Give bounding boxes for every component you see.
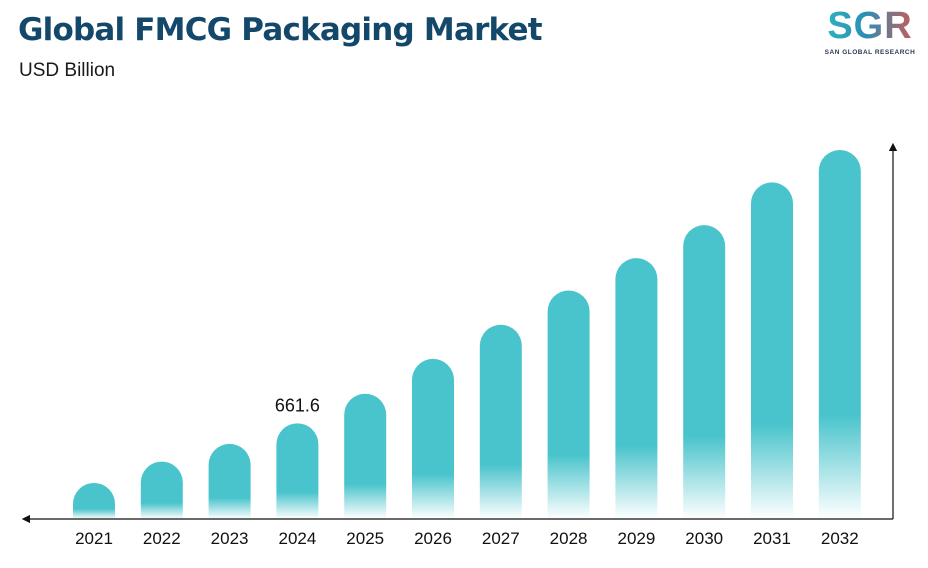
x-tick-2028: 2028 <box>550 529 588 548</box>
bar-2028 <box>547 290 590 519</box>
x-tick-2030: 2030 <box>685 529 723 548</box>
bar-2030 <box>683 225 726 519</box>
bar-2029 <box>615 258 658 519</box>
bar-2021 <box>73 482 115 519</box>
data-label-2024: 661.6 <box>275 395 320 415</box>
bar-2023 <box>208 443 251 519</box>
x-tick-2023: 2023 <box>211 529 249 548</box>
data-labels: 661.6 <box>275 395 320 415</box>
sgr-logo: SGR SAN GLOBAL RESEARCH <box>818 6 922 60</box>
bar-2031 <box>751 182 793 519</box>
x-tick-2025: 2025 <box>346 529 384 548</box>
chart-subtitle: USD Billion <box>19 60 116 81</box>
logo-tagline: SAN GLOBAL RESEARCH <box>824 49 916 56</box>
bar-2025 <box>344 393 387 519</box>
chart-title: Global FMCG Packaging Market <box>18 12 543 48</box>
x-tick-2024: 2024 <box>278 529 316 548</box>
x-tick-labels: 2021 2022 2023 2024 2025 2026 2027 2028 2029 2030… <box>75 529 859 548</box>
bar-2026 <box>412 358 454 519</box>
bar-2032 <box>818 150 861 520</box>
bar-2022 <box>140 461 183 519</box>
x-tick-2021: 2021 <box>75 529 113 548</box>
bars-group <box>73 150 861 520</box>
x-tick-2027: 2027 <box>482 529 520 548</box>
bar-2024 <box>276 423 319 519</box>
x-tick-2029: 2029 <box>617 529 655 548</box>
bar-2027 <box>479 324 522 519</box>
x-tick-2031: 2031 <box>753 529 791 548</box>
x-tick-2022: 2022 <box>143 529 181 548</box>
x-tick-2032: 2032 <box>821 529 859 548</box>
logo-mark: SGR <box>818 6 922 46</box>
x-tick-2026: 2026 <box>414 529 452 548</box>
